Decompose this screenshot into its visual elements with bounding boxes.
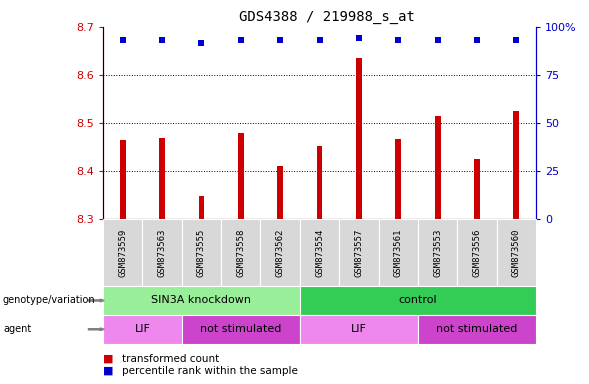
Text: ■: ■	[103, 366, 114, 376]
Text: GSM873559: GSM873559	[118, 228, 127, 276]
Text: percentile rank within the sample: percentile rank within the sample	[122, 366, 298, 376]
Text: not stimulated: not stimulated	[200, 324, 282, 334]
Text: ■: ■	[103, 354, 114, 364]
Text: GSM873563: GSM873563	[158, 228, 167, 276]
Text: SIN3A knockdown: SIN3A knockdown	[151, 295, 252, 306]
Bar	[238, 134, 244, 219]
Bar	[159, 138, 165, 219]
Bar	[277, 166, 283, 219]
Text: GSM873562: GSM873562	[276, 228, 284, 276]
Point	[433, 37, 442, 43]
Point	[393, 37, 403, 43]
Bar	[435, 116, 441, 219]
Text: GSM873557: GSM873557	[355, 228, 363, 276]
Text: GSM873558: GSM873558	[236, 228, 246, 276]
Bar	[356, 58, 362, 219]
Text: LIF: LIF	[134, 324, 150, 334]
Text: not stimulated: not stimulated	[436, 324, 518, 334]
Text: GSM873561: GSM873561	[393, 228, 403, 276]
Point	[354, 35, 363, 41]
Text: transformed count: transformed count	[122, 354, 219, 364]
Bar	[198, 196, 204, 219]
Point	[157, 37, 167, 43]
Bar	[514, 111, 519, 219]
Bar	[395, 139, 401, 219]
Text: LIF: LIF	[351, 324, 367, 334]
Bar	[316, 146, 323, 219]
Text: GSM873554: GSM873554	[315, 228, 324, 276]
Text: control: control	[399, 295, 437, 306]
Point	[512, 37, 521, 43]
Text: agent: agent	[3, 324, 31, 334]
Text: GDS4388 / 219988_s_at: GDS4388 / 219988_s_at	[239, 10, 415, 23]
Text: GSM873555: GSM873555	[197, 228, 206, 276]
Point	[276, 37, 285, 43]
Point	[118, 37, 127, 43]
Point	[236, 37, 246, 43]
Bar	[474, 159, 480, 219]
Point	[197, 40, 206, 46]
Point	[315, 37, 325, 43]
Text: GSM873553: GSM873553	[433, 228, 442, 276]
Text: GSM873556: GSM873556	[472, 228, 481, 276]
Text: GSM873560: GSM873560	[512, 228, 521, 276]
Text: genotype/variation: genotype/variation	[3, 295, 95, 306]
Bar	[120, 140, 125, 219]
Point	[472, 37, 482, 43]
